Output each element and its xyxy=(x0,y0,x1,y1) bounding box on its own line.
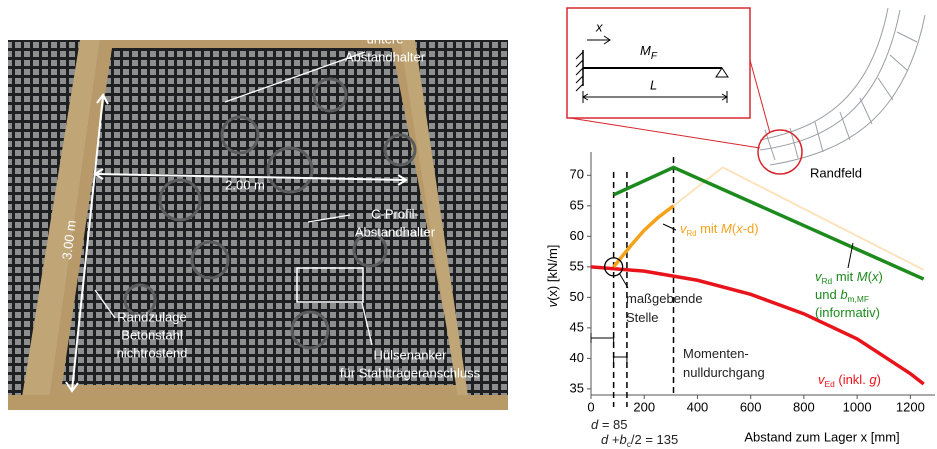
y-tick-label: 65 xyxy=(570,197,584,212)
annotation-part: m,MF xyxy=(848,294,869,304)
annotation-part: Stelle xyxy=(626,310,659,325)
photo-label: untere xyxy=(367,31,404,46)
annotation-part: und xyxy=(815,287,840,302)
annotation: maßgebende xyxy=(626,291,703,306)
photo-label: Abstandhalter xyxy=(345,49,426,64)
photo-label: C-Profil- xyxy=(371,206,419,221)
photo-label: Abstandhalter xyxy=(355,224,436,239)
annotation: v(x) [kN/m] xyxy=(545,245,560,308)
annotation-part: Rd xyxy=(822,276,833,286)
annotation-part: /2 = 135 xyxy=(631,432,678,447)
annotation-part: M xyxy=(857,269,868,284)
annotation-part: ) xyxy=(877,372,881,387)
x-tick-label: 600 xyxy=(740,399,762,414)
photo-label: Betonstahl xyxy=(121,327,183,342)
moment-sub: F xyxy=(651,51,658,62)
y-tick-label: 45 xyxy=(570,319,584,334)
diagram-x: x xyxy=(595,19,603,34)
annotation-part: (informativ) xyxy=(815,305,880,320)
annotation-part: Momenten- xyxy=(683,346,749,361)
annotation-part: (inkl. xyxy=(835,372,870,387)
moment: M xyxy=(640,43,651,58)
annotation-part: -d) xyxy=(743,221,759,236)
x-axis-label: Abstand zum Lager x [mm] xyxy=(744,429,899,444)
annotation: (informativ) xyxy=(815,305,880,320)
annotation-part: b xyxy=(840,287,847,302)
x-tick-label: 0 xyxy=(587,399,594,414)
photo-label: nichtrostend xyxy=(117,345,188,360)
chart: 35 40 45 50 55 60 65 70 0 200 400 600 800 1000 1200 vRd… xyxy=(545,152,935,449)
photo-label: Hülsenanker xyxy=(374,347,448,362)
annotation: und bm,MF xyxy=(815,287,869,304)
annotation: Stelle xyxy=(626,310,659,325)
figure: untereAbstandhalter2.00 m3.00 mC-Profil-… xyxy=(0,0,937,449)
annotation-part: = 85 xyxy=(598,417,627,432)
y-tick-label: 35 xyxy=(570,380,584,395)
x-tick-label: 400 xyxy=(687,399,709,414)
photo-label: für Stahlträgeranschluss xyxy=(340,365,481,380)
series-line xyxy=(614,206,674,267)
annotation: d +bc/2 = 135 xyxy=(601,432,678,449)
annotation: vRd mit M(x) xyxy=(815,269,883,286)
annotation-part: + xyxy=(608,432,619,447)
annotation-part: nulldurchgang xyxy=(683,365,765,380)
y-tick-label: 70 xyxy=(570,167,584,182)
annotation: vRd mit M(x-d) xyxy=(680,221,759,238)
diagram-length: L xyxy=(650,77,657,92)
series-line xyxy=(614,167,924,279)
x-tick-label: 1200 xyxy=(896,399,925,414)
annotation: nulldurchgang xyxy=(683,365,765,380)
annotation-part: Ed xyxy=(825,379,836,389)
x-tick-label: 800 xyxy=(793,399,815,414)
annotation: d = 85 xyxy=(591,417,628,432)
photo-label: 2.00 m xyxy=(225,177,265,192)
annotation-part: ) xyxy=(878,269,882,284)
x-tick-label: 200 xyxy=(633,399,655,414)
photo-label: Randzulage xyxy=(117,309,186,324)
annotation-part: M xyxy=(721,221,732,236)
annotation-part: (x) [kN/m] xyxy=(545,245,560,301)
annotation: Momenten- xyxy=(683,346,749,361)
annotation-part: mit xyxy=(696,221,721,236)
system-diagram: x MF L Randfeld xyxy=(567,8,925,180)
annotation-part: b xyxy=(619,432,626,447)
x-tick-label: 1000 xyxy=(843,399,872,414)
annotation-part: maßgebende xyxy=(626,291,703,306)
annotation-part: mit xyxy=(832,269,857,284)
y-tick-label: 40 xyxy=(570,350,584,365)
y-tick-label: 55 xyxy=(570,258,584,273)
annotation: vEd (inkl. g) xyxy=(818,372,881,389)
y-tick-label: 50 xyxy=(570,289,584,304)
y-tick-label: 60 xyxy=(570,228,584,243)
annotation-part: Rd xyxy=(687,229,697,238)
diagram-detail: Randfeld xyxy=(810,165,862,180)
